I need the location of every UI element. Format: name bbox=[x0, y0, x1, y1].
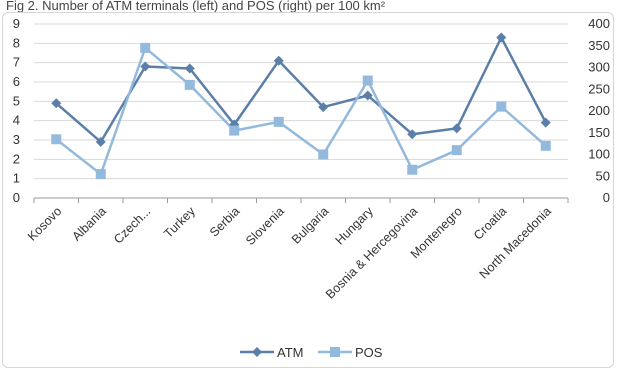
y-right-tick-label: 400 bbox=[588, 16, 610, 31]
legend-label-atm: ATM bbox=[277, 345, 303, 360]
data-point-atm bbox=[540, 117, 551, 128]
data-point-pos bbox=[451, 145, 462, 156]
data-point-pos bbox=[51, 134, 62, 145]
data-point-atm bbox=[51, 98, 62, 109]
x-tick-label: Croatia bbox=[471, 204, 509, 242]
data-point-atm bbox=[273, 55, 284, 66]
y-right-tick-label: 200 bbox=[588, 103, 610, 118]
y-left-tick-label: 0 bbox=[13, 190, 20, 205]
x-tick-label: Czech... bbox=[111, 204, 153, 246]
data-point-atm bbox=[184, 63, 195, 74]
x-tick-label: Serbia bbox=[207, 204, 242, 239]
data-point-atm bbox=[229, 119, 240, 130]
data-point-atm bbox=[318, 102, 329, 113]
data-point-atm bbox=[95, 136, 106, 147]
y-right-tick-label: 100 bbox=[588, 147, 610, 162]
series-line-atm bbox=[55, 36, 547, 144]
y-right-tick-label: 300 bbox=[588, 60, 610, 75]
legend-marker-pos bbox=[330, 347, 340, 357]
y-left-tick-label: 5 bbox=[13, 93, 20, 108]
y-right-tick-label: 350 bbox=[588, 38, 610, 53]
y-left-tick-label: 7 bbox=[13, 55, 20, 70]
x-tick-label: Albania bbox=[69, 204, 108, 243]
y-left-tick-label: 2 bbox=[13, 151, 20, 166]
data-point-atm bbox=[407, 129, 418, 140]
data-point-pos bbox=[318, 149, 329, 160]
data-point-pos bbox=[140, 42, 151, 53]
data-point-pos bbox=[229, 125, 240, 136]
x-tick-label: Slovenia bbox=[243, 204, 287, 248]
x-tick-label: Hungary bbox=[333, 204, 377, 248]
data-point-pos bbox=[540, 140, 551, 151]
x-tick-label: Bosnia & Hercegovina bbox=[323, 204, 420, 301]
y-left-tick-label: 6 bbox=[13, 74, 20, 89]
data-point-pos bbox=[95, 169, 106, 180]
x-tick-label: Kosovo bbox=[25, 204, 64, 243]
x-tick-label: Bulgaria bbox=[289, 204, 331, 246]
y-left-tick-label: 8 bbox=[13, 35, 20, 50]
y-left-tick-label: 1 bbox=[13, 171, 20, 186]
y-right-tick-label: 150 bbox=[588, 125, 610, 140]
data-point-pos bbox=[184, 79, 195, 90]
data-point-pos bbox=[273, 116, 284, 127]
data-point-atm bbox=[362, 90, 373, 101]
series-line-pos bbox=[55, 46, 547, 176]
y-right-tick-label: 250 bbox=[588, 81, 610, 96]
data-point-pos bbox=[496, 101, 507, 112]
data-point-atm bbox=[496, 32, 507, 43]
data-point-pos bbox=[362, 75, 373, 86]
y-right-tick-label: 0 bbox=[603, 190, 610, 205]
x-tick-label: Turkey bbox=[161, 204, 198, 241]
data-point-atm bbox=[140, 61, 151, 72]
y-left-tick-label: 3 bbox=[13, 132, 20, 147]
chart-title: Fig 2. Number of ATM terminals (left) an… bbox=[6, 0, 386, 12]
data-point-atm bbox=[451, 123, 462, 134]
legend-marker-atm bbox=[252, 347, 262, 357]
y-left-tick-label: 9 bbox=[13, 16, 20, 31]
data-point-pos bbox=[407, 164, 418, 175]
y-right-tick-label: 50 bbox=[596, 168, 610, 183]
legend-label-pos: POS bbox=[355, 345, 383, 360]
y-left-tick-label: 4 bbox=[13, 113, 20, 128]
chart-frame bbox=[2, 12, 614, 368]
